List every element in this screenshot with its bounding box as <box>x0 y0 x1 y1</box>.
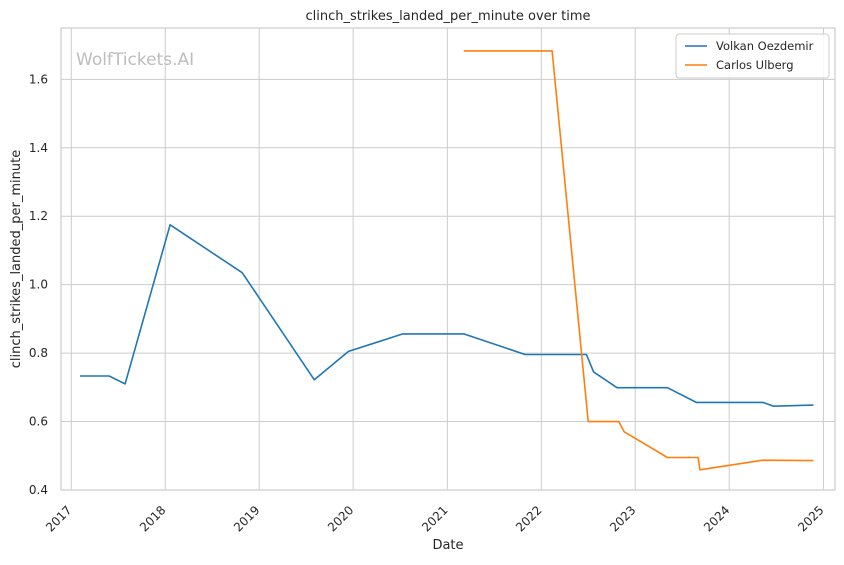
y-tick-label: 1.2 <box>29 209 48 223</box>
y-tick-label: 0.8 <box>29 346 48 360</box>
legend: Volkan Oezdemir Carlos Ulberg <box>675 33 830 79</box>
x-tick-label: 2019 <box>231 503 262 534</box>
legend-label: Volkan Oezdemir <box>716 39 814 53</box>
series-layer <box>80 50 814 471</box>
x-tick-label: 2025 <box>795 503 826 534</box>
y-tick-label: 1.0 <box>29 278 48 292</box>
series-line-1 <box>80 224 814 408</box>
y-tick-layer: 0.4 0.6 0.8 1.0 1.2 1.4 1.6 <box>29 72 48 497</box>
x-tick-label: 2018 <box>137 503 168 534</box>
x-tick-label: 2022 <box>513 503 544 534</box>
series-line-2 <box>463 50 814 471</box>
chart-title: clinch_strikes_landed_per_minute over ti… <box>305 9 590 24</box>
y-tick-label: 1.4 <box>29 141 48 155</box>
x-tick-label: 2017 <box>43 503 74 534</box>
x-tick-layer: 2017 2018 2019 2020 2021 2022 2023 2024 2025 <box>43 503 827 534</box>
grid-layer <box>61 28 835 491</box>
y-tick-label: 1.6 <box>29 72 48 86</box>
axes-layer <box>60 27 836 491</box>
legend-box <box>675 33 830 79</box>
x-tick-label: 2024 <box>701 503 732 534</box>
watermark: WolfTickets.AI <box>76 50 194 70</box>
y-axis-label: clinch_strikes_landed_per_minute <box>9 150 24 368</box>
x-tick-label: 2020 <box>325 503 356 534</box>
y-tick-label: 0.6 <box>29 415 48 429</box>
x-tick-label: 2023 <box>607 503 638 534</box>
x-tick-label: 2021 <box>419 503 450 534</box>
x-axis-label: Date <box>432 538 463 553</box>
y-tick-label: 0.4 <box>29 483 48 497</box>
plot-frame <box>60 27 836 491</box>
legend-label: Carlos Ulberg <box>716 58 794 72</box>
